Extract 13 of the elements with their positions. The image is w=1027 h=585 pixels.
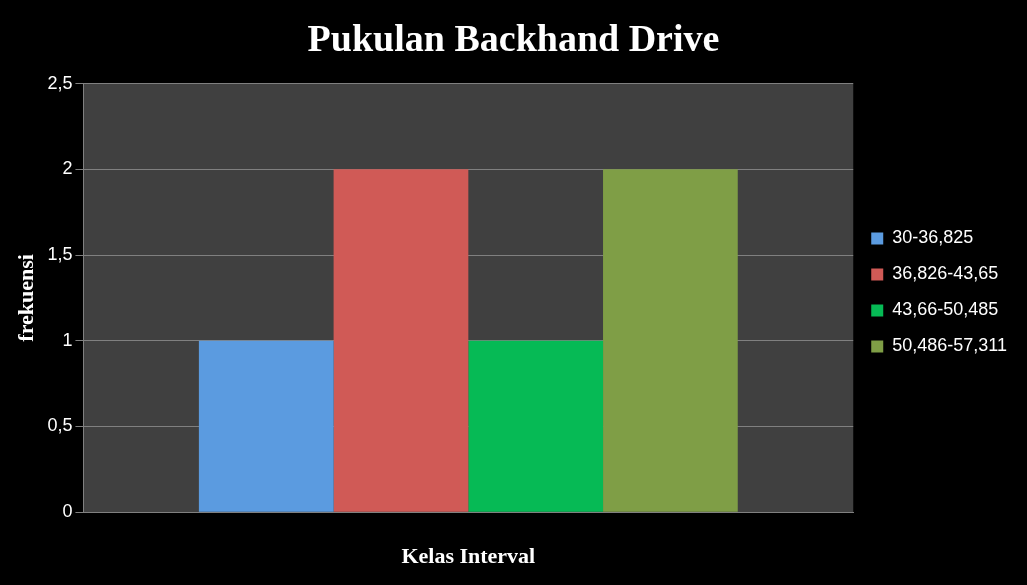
y-tick-label: 2,5 xyxy=(47,72,73,93)
y-tick-label: 2 xyxy=(62,158,73,179)
y-tick-label: 0,5 xyxy=(47,415,73,436)
x-axis-title: Kelas Interval xyxy=(401,543,536,569)
y-tick-label: 1 xyxy=(62,329,73,350)
y-axis-title: frekuensi xyxy=(12,254,38,342)
legend-label: 30-36,825 xyxy=(892,227,974,248)
y-tick-label: 1,5 xyxy=(47,244,73,265)
legend-label: 36,826-43,65 xyxy=(892,263,999,284)
legend-label: 43,66-50,485 xyxy=(892,299,999,320)
chart-title: Pukulan Backhand Drive xyxy=(307,16,720,59)
legend-label: 50,486-57,311 xyxy=(892,335,1008,356)
y-tick-label: 0 xyxy=(62,501,73,522)
